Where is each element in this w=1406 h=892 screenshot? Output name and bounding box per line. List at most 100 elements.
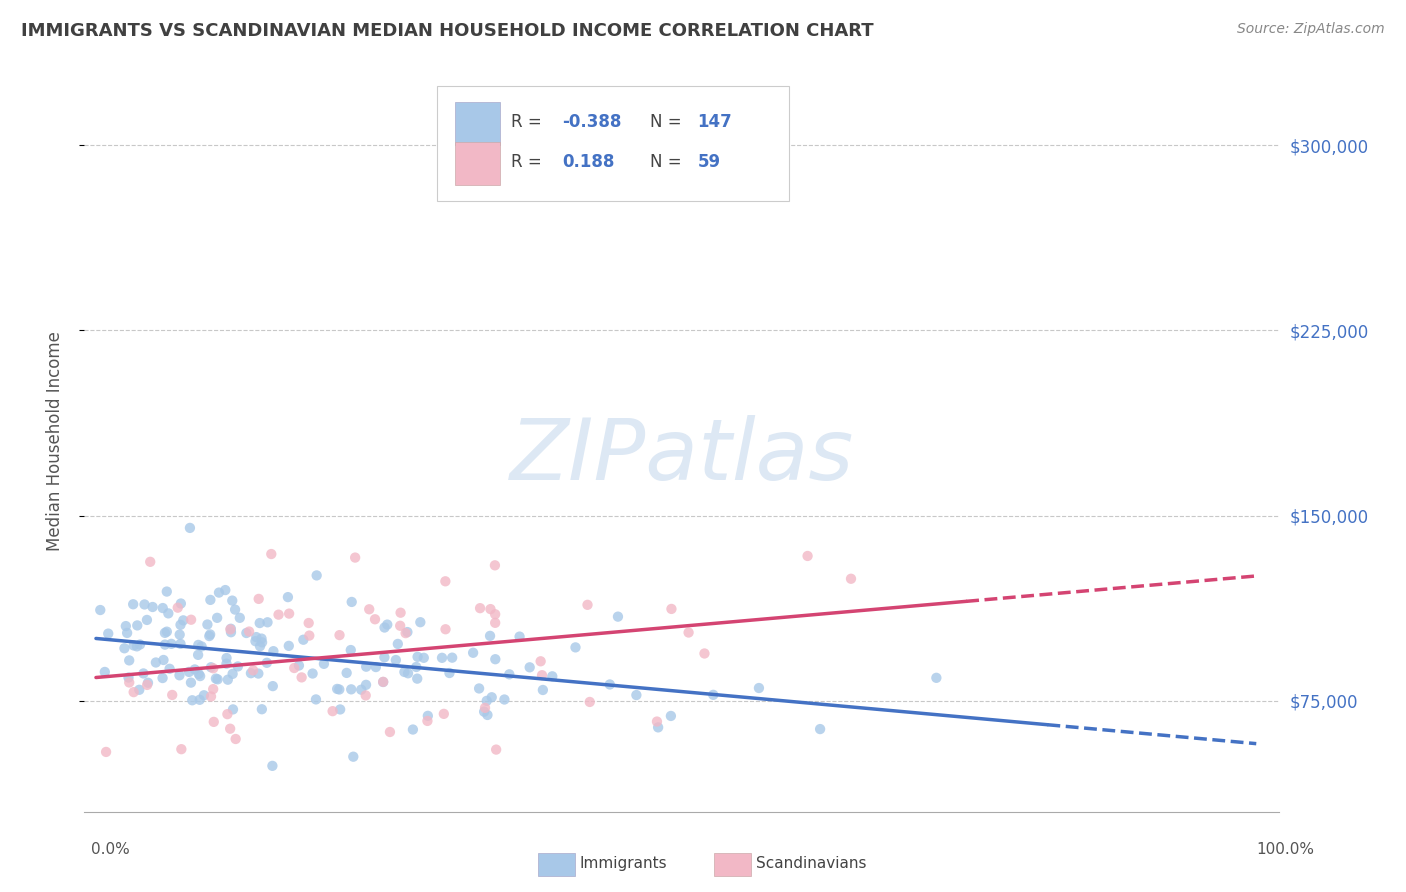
Point: [645, 714, 668, 729]
Point: [215, 651, 238, 665]
Point: [169, 617, 191, 632]
Point: [235, 626, 257, 640]
Point: [378, 725, 401, 739]
Point: [402, 723, 425, 737]
Point: [136, 613, 159, 627]
Point: [169, 627, 191, 641]
Point: [354, 689, 377, 703]
Point: [160, 688, 183, 702]
Point: [387, 637, 409, 651]
Point: [170, 742, 193, 756]
Point: [396, 625, 419, 640]
Point: [344, 550, 367, 565]
Point: [301, 666, 323, 681]
Point: [328, 682, 350, 697]
Text: ZIPatlas: ZIPatlas: [510, 415, 853, 498]
Point: [184, 662, 207, 676]
Point: [208, 585, 231, 599]
Point: [122, 639, 145, 653]
Point: [354, 678, 377, 692]
Point: [509, 630, 531, 644]
Point: [350, 682, 373, 697]
Point: [245, 630, 267, 644]
Point: [170, 597, 193, 611]
Point: [396, 666, 419, 681]
Point: [247, 591, 270, 606]
Point: [278, 607, 301, 621]
Point: [484, 558, 506, 573]
Point: [187, 667, 209, 681]
Point: [136, 678, 159, 692]
Point: [122, 685, 145, 699]
Point: [224, 602, 246, 616]
Text: Source: ZipAtlas.com: Source: ZipAtlas.com: [1237, 22, 1385, 37]
Point: [519, 660, 541, 674]
Point: [808, 722, 831, 736]
Text: N =: N =: [650, 112, 682, 131]
Point: [661, 602, 683, 616]
Point: [434, 622, 457, 636]
Point: [247, 666, 270, 681]
Point: [188, 693, 211, 707]
Point: [250, 632, 273, 646]
Point: [298, 615, 321, 630]
Point: [748, 681, 770, 695]
Point: [200, 593, 222, 607]
Text: IMMIGRANTS VS SCANDINAVIAN MEDIAN HOUSEHOLD INCOME CORRELATION CHART: IMMIGRANTS VS SCANDINAVIAN MEDIAN HOUSEH…: [21, 22, 873, 40]
Point: [484, 607, 506, 622]
Point: [219, 625, 242, 640]
Point: [245, 634, 267, 648]
Point: [477, 708, 499, 723]
Text: 0.0%: 0.0%: [91, 842, 131, 856]
Point: [152, 671, 174, 685]
Point: [283, 661, 305, 675]
Point: [97, 626, 120, 640]
Point: [412, 650, 434, 665]
Point: [180, 613, 202, 627]
Point: [177, 665, 200, 679]
Point: [187, 648, 209, 662]
Point: [262, 679, 284, 693]
Point: [702, 688, 724, 702]
Point: [256, 656, 278, 670]
Point: [354, 659, 377, 673]
Point: [474, 701, 496, 715]
Point: [132, 666, 155, 681]
Point: [405, 660, 427, 674]
Point: [128, 682, 150, 697]
Point: [298, 629, 321, 643]
Point: [89, 603, 111, 617]
Point: [152, 653, 174, 667]
Point: [839, 572, 862, 586]
Point: [221, 593, 243, 607]
Point: [305, 568, 328, 582]
Point: [373, 650, 395, 665]
Point: [339, 643, 361, 657]
Point: [484, 652, 506, 666]
Point: [156, 584, 179, 599]
Point: [242, 664, 264, 678]
Point: [217, 707, 239, 722]
Point: [479, 602, 502, 616]
Point: [249, 639, 271, 653]
Point: [329, 702, 352, 716]
Point: [198, 627, 221, 641]
Point: [389, 619, 412, 633]
Point: [394, 626, 416, 640]
Point: [578, 695, 600, 709]
Point: [530, 654, 553, 668]
Point: [277, 639, 299, 653]
Point: [262, 644, 284, 658]
FancyBboxPatch shape: [456, 143, 501, 186]
Point: [153, 638, 176, 652]
Point: [145, 656, 167, 670]
Point: [322, 704, 344, 718]
Point: [136, 675, 159, 690]
Point: [172, 613, 194, 627]
Point: [115, 626, 138, 640]
Point: [267, 607, 290, 622]
Point: [169, 637, 191, 651]
Point: [678, 625, 700, 640]
Point: [796, 549, 818, 563]
Point: [292, 632, 315, 647]
